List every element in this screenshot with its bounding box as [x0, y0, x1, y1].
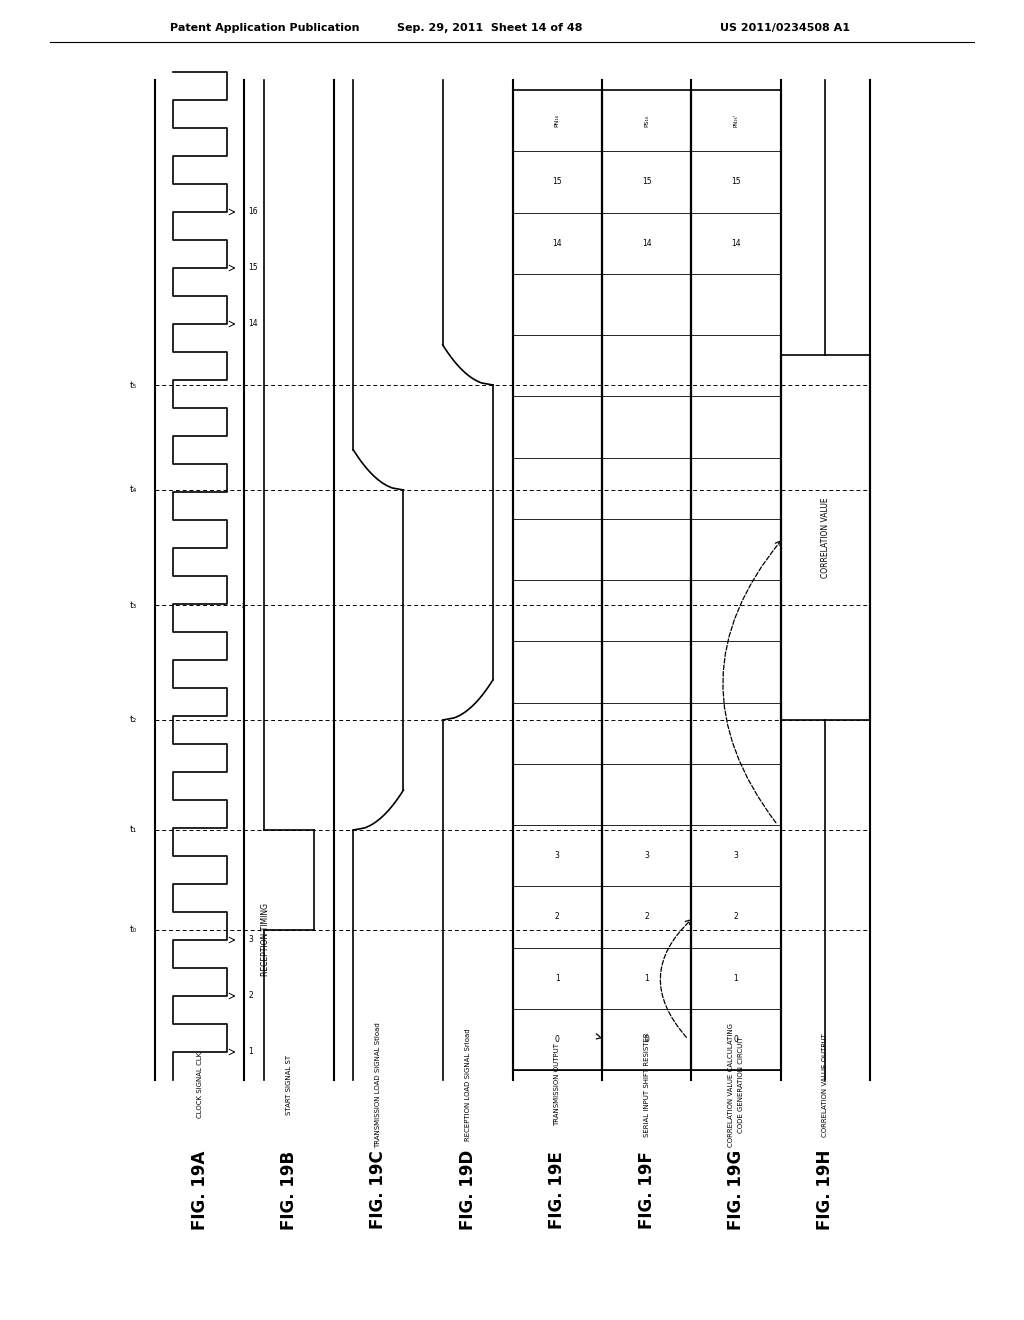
Text: SERIAL INPUT SHIFT RESISTER: SERIAL INPUT SHIFT RESISTER [643, 1032, 649, 1138]
Text: FIG. 19H: FIG. 19H [816, 1150, 835, 1230]
Text: 16: 16 [249, 207, 258, 216]
Text: CORRELATION VALUE CALCULATING: CORRELATION VALUE CALCULATING [728, 1023, 734, 1147]
Text: 1: 1 [249, 1048, 253, 1056]
Text: 1: 1 [733, 974, 738, 982]
Text: 1: 1 [644, 974, 649, 982]
Text: Patent Application Publication: Patent Application Publication [170, 22, 359, 33]
Text: 3: 3 [644, 851, 649, 861]
Text: TRANSMISSION OUTPUT: TRANSMISSION OUTPUT [554, 1044, 560, 1126]
Text: 15: 15 [642, 177, 651, 186]
Text: 0: 0 [644, 1035, 649, 1044]
Text: CLOCK SIGNAL CLK: CLOCK SIGNAL CLK [197, 1052, 203, 1118]
Text: PS₁₆: PS₁₆ [644, 115, 649, 127]
Text: 2: 2 [733, 912, 738, 921]
Text: 0: 0 [733, 1035, 738, 1044]
Text: 14: 14 [552, 239, 562, 248]
Text: CORRELATION VALUE OUTPUT: CORRELATION VALUE OUTPUT [822, 1034, 828, 1137]
Text: FIG. 19E: FIG. 19E [548, 1151, 566, 1229]
Text: 2: 2 [249, 991, 253, 1001]
Text: 2: 2 [555, 912, 559, 921]
Text: CODE GENERATION CIRCUIT: CODE GENERATION CIRCUIT [738, 1036, 744, 1134]
Text: 0: 0 [555, 1035, 560, 1044]
Text: t₀: t₀ [130, 925, 137, 935]
Text: PN₁₆: PN₁₆ [555, 114, 560, 127]
Text: FIG. 19A: FIG. 19A [190, 1150, 209, 1230]
Text: CORRELATION VALUE: CORRELATION VALUE [821, 498, 829, 578]
Text: FIG. 19B: FIG. 19B [280, 1151, 298, 1229]
Text: FIG. 19F: FIG. 19F [638, 1151, 655, 1229]
Text: t₅: t₅ [130, 380, 137, 389]
Text: 14: 14 [731, 239, 740, 248]
Text: PN₁₆': PN₁₆' [733, 114, 738, 127]
Text: 3: 3 [555, 851, 560, 861]
Text: START SIGNAL ST: START SIGNAL ST [286, 1055, 292, 1115]
Text: 15: 15 [552, 177, 562, 186]
Text: 3: 3 [249, 936, 253, 945]
Text: RECEPTION TIMING: RECEPTION TIMING [261, 903, 270, 977]
Text: 14: 14 [642, 239, 651, 248]
Text: RECEPTION LOAD SIGNAL Srload: RECEPTION LOAD SIGNAL Srload [465, 1028, 471, 1142]
Text: FIG. 19D: FIG. 19D [459, 1150, 477, 1230]
Text: FIG. 19G: FIG. 19G [727, 1150, 744, 1230]
Text: t₁: t₁ [130, 825, 137, 834]
Text: 14: 14 [249, 319, 258, 329]
Text: t₂: t₂ [130, 715, 137, 725]
Text: 2: 2 [644, 912, 649, 921]
Text: ...: ... [236, 601, 245, 609]
Text: 3: 3 [733, 851, 738, 861]
Text: TRANSMISSION LOAD SIGNAL Stload: TRANSMISSION LOAD SIGNAL Stload [376, 1022, 381, 1148]
Text: US 2011/0234508 A1: US 2011/0234508 A1 [720, 22, 850, 33]
Text: t₄: t₄ [130, 486, 137, 495]
Text: 15: 15 [731, 177, 740, 186]
Text: Sep. 29, 2011  Sheet 14 of 48: Sep. 29, 2011 Sheet 14 of 48 [397, 22, 583, 33]
Text: t₃: t₃ [130, 601, 137, 610]
Text: 1: 1 [555, 974, 559, 982]
Text: 15: 15 [249, 264, 258, 272]
Text: FIG. 19C: FIG. 19C [370, 1151, 387, 1229]
